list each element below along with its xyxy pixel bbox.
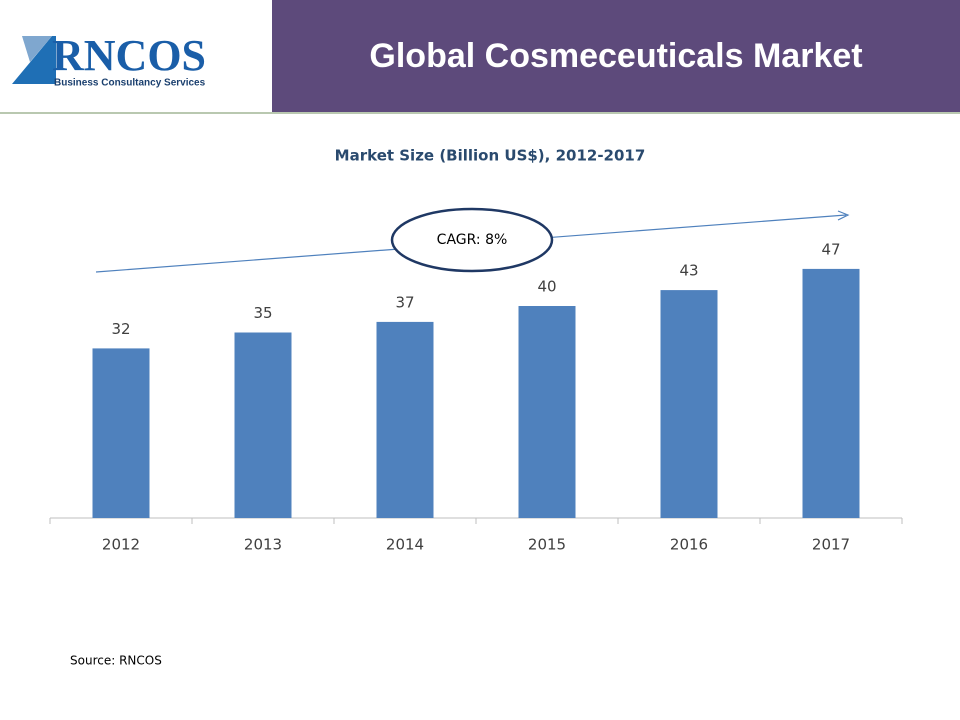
data-label: 47 xyxy=(821,240,840,258)
logo-mark xyxy=(12,36,56,84)
header-title: Global Cosmeceuticals Market xyxy=(369,37,862,75)
x-tick-label: 2013 xyxy=(244,536,282,554)
plot: 2012 32 2013 35 2014 37 2015 40 2016 43 2017 47 xyxy=(49,240,903,554)
data-label: 35 xyxy=(253,304,272,322)
x-tick-label: 2012 xyxy=(102,536,140,554)
bar xyxy=(376,321,434,518)
bar xyxy=(92,348,150,518)
logo-name: RNCOS xyxy=(52,31,206,80)
source: Source: RNCOS xyxy=(70,654,162,668)
x-tick-label: 2017 xyxy=(812,536,850,554)
annotation: CAGR: 8% xyxy=(437,232,508,248)
header-band xyxy=(272,0,960,112)
chart-title: Market Size (Billion US$), 2012-2017 xyxy=(335,147,646,165)
trend-arrowhead xyxy=(837,210,850,221)
x-tick-label: 2015 xyxy=(528,536,566,554)
data-label: 37 xyxy=(395,293,414,311)
x-tick-label: 2016 xyxy=(670,536,708,554)
x-tick-label: 2014 xyxy=(386,536,424,554)
annotation-ellipse xyxy=(390,207,554,273)
bar xyxy=(802,268,860,518)
data-label: 43 xyxy=(679,262,698,280)
bar xyxy=(660,290,718,518)
bar xyxy=(234,332,292,518)
logo-tagline: Business Consultancy Services xyxy=(54,78,206,89)
logo-mark xyxy=(22,36,52,62)
data-label: 32 xyxy=(111,320,130,338)
data-label: 40 xyxy=(537,278,556,296)
bar xyxy=(518,306,576,518)
